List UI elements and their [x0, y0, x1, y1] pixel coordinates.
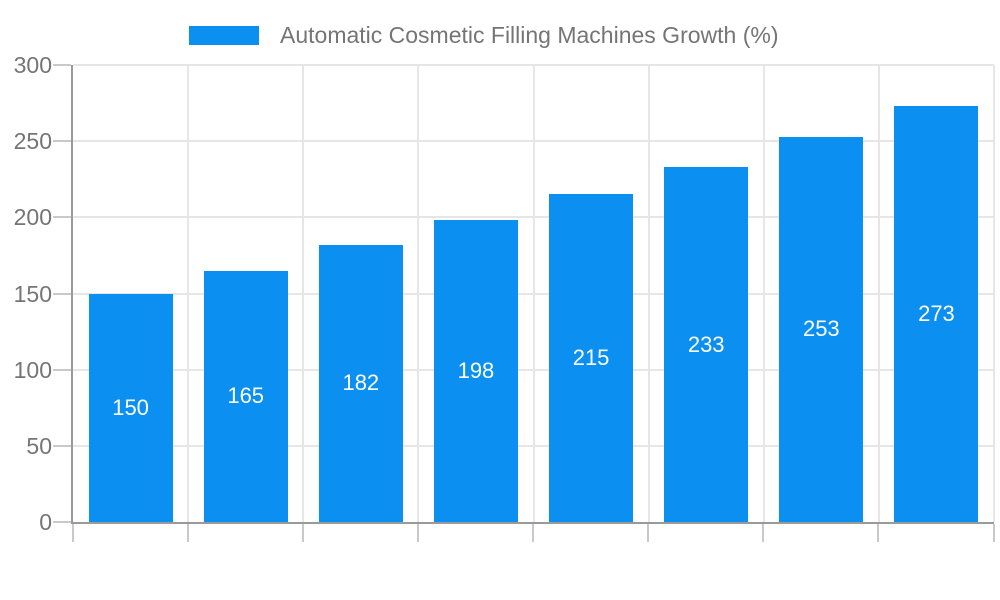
bar — [549, 194, 634, 522]
x-tick-mark — [186, 524, 189, 542]
y-tick-label: 250 — [13, 128, 52, 155]
v-gridline — [532, 65, 535, 522]
bar-value-label: 182 — [342, 370, 380, 396]
x-tick-mark — [532, 524, 534, 542]
y-tick-mark — [53, 292, 71, 295]
bar — [88, 293, 173, 522]
x-tick-mark — [301, 524, 304, 542]
v-gridline — [993, 65, 995, 522]
bar — [779, 136, 864, 522]
bar-value-label: 198 — [457, 358, 495, 384]
bar — [894, 106, 979, 522]
y-tick-mark — [53, 140, 71, 143]
bar — [433, 220, 518, 522]
bar-value-label: 253 — [802, 316, 840, 342]
x-tick-mark — [762, 524, 765, 542]
y-tick-label: 150 — [13, 280, 52, 307]
plot-area: 150 165 182 198 215 233 253 273 — [71, 64, 995, 524]
v-gridline — [762, 65, 765, 522]
bar-value-label: 215 — [572, 345, 610, 371]
y-tick-label: 50 — [26, 432, 52, 459]
y-tick-mark — [53, 521, 71, 523]
bar — [318, 244, 403, 522]
legend-swatch — [189, 26, 259, 45]
bar-value-label: 273 — [918, 301, 955, 327]
y-tick-mark — [53, 444, 71, 447]
x-tick-mark — [647, 524, 650, 542]
bar-value-label: 150 — [112, 394, 149, 420]
x-tick-mark — [71, 524, 74, 542]
y-tick-label: 100 — [13, 356, 52, 383]
x-tick-mark — [992, 524, 995, 542]
y-tick-mark — [53, 216, 71, 219]
bar-value-label: 233 — [687, 331, 725, 357]
bar — [203, 270, 288, 522]
y-tick-label: 0 — [39, 509, 52, 535]
legend: Automatic Cosmetic Filling Machines Grow… — [189, 24, 778, 47]
y-tick-mark — [53, 64, 71, 66]
v-gridline — [647, 65, 650, 522]
bar-value-label: 165 — [227, 383, 265, 409]
x-tick-mark — [416, 524, 419, 542]
chart-title: Automatic Cosmetic Filling Machines Grow… — [280, 22, 779, 48]
v-gridline — [877, 65, 880, 522]
y-tick-mark — [53, 368, 71, 371]
y-tick-label: 200 — [13, 204, 52, 231]
bar — [664, 167, 749, 522]
v-gridline — [302, 65, 305, 522]
y-tick-label: 300 — [13, 52, 52, 78]
v-gridline — [417, 65, 420, 522]
x-tick-mark — [877, 524, 880, 542]
v-gridline — [187, 65, 190, 522]
